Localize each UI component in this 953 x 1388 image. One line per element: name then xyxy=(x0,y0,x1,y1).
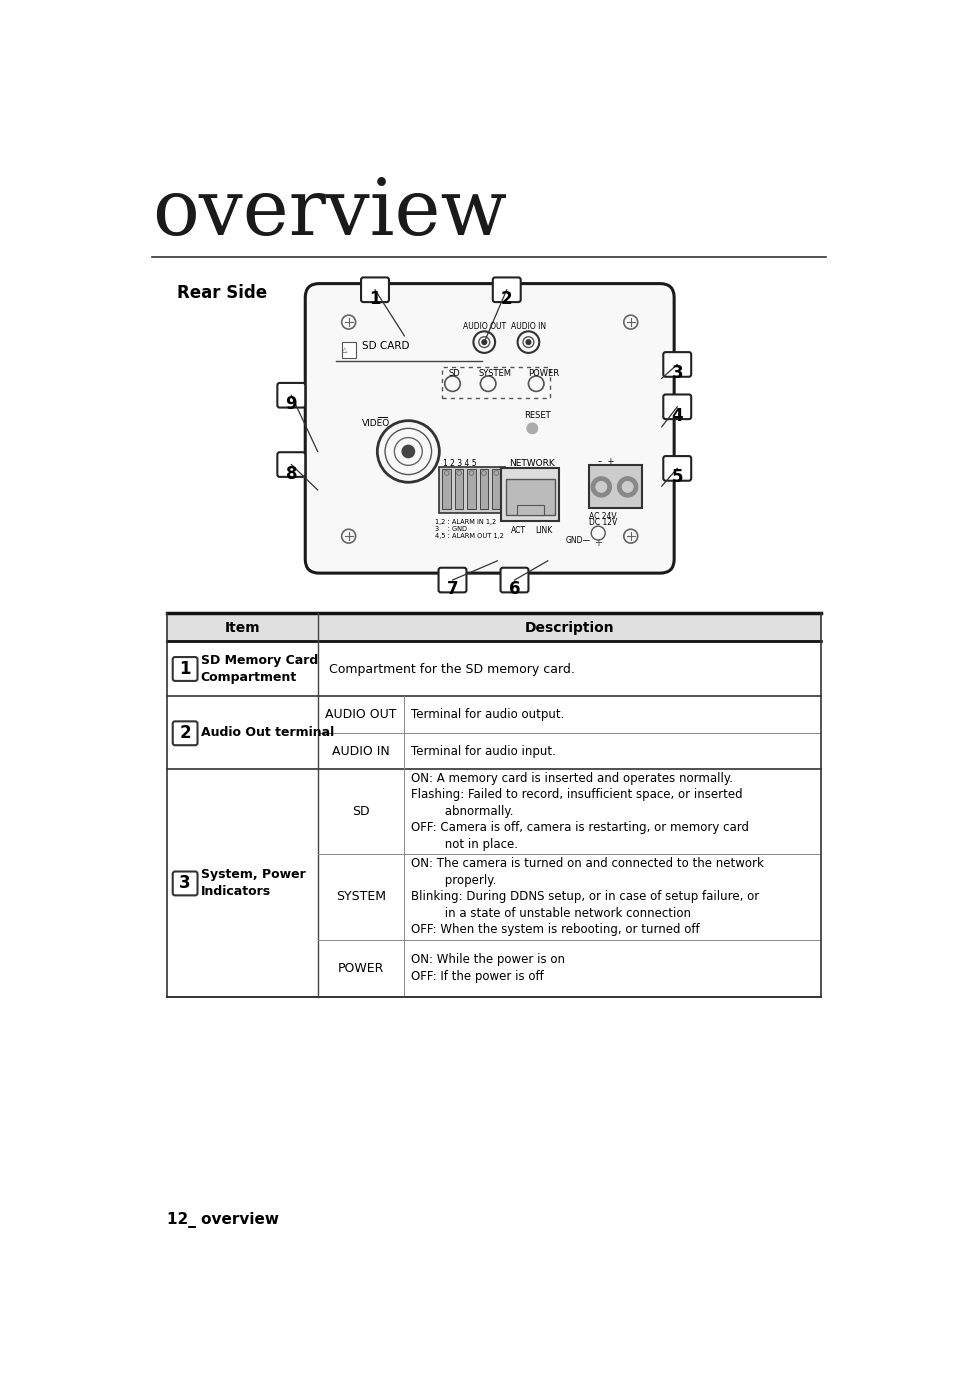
Text: 6: 6 xyxy=(508,580,519,598)
FancyBboxPatch shape xyxy=(360,278,389,303)
Text: AUDIO OUT: AUDIO OUT xyxy=(325,708,396,722)
Text: +: + xyxy=(594,537,601,548)
Text: SYSTEM: SYSTEM xyxy=(335,890,386,904)
Text: 2: 2 xyxy=(500,290,512,308)
Bar xyxy=(167,613,820,641)
FancyBboxPatch shape xyxy=(277,452,305,477)
Text: 1: 1 xyxy=(179,659,191,677)
Circle shape xyxy=(617,477,637,497)
Bar xyxy=(439,466,505,514)
Text: AUDIO OUT: AUDIO OUT xyxy=(462,322,505,332)
Text: 3: 3 xyxy=(671,365,682,383)
Text: 3: 3 xyxy=(179,874,191,892)
Text: POWER: POWER xyxy=(528,369,559,378)
Text: NETWORK: NETWORK xyxy=(509,459,555,468)
Text: ACT: ACT xyxy=(511,526,526,536)
Text: Terminal for audio output.: Terminal for audio output. xyxy=(411,708,564,722)
FancyBboxPatch shape xyxy=(438,568,466,593)
Bar xyxy=(455,469,463,509)
Bar xyxy=(441,366,550,397)
Circle shape xyxy=(402,446,415,458)
Text: ON: A memory card is inserted and operates normally.
Flashing: Failed to record,: ON: A memory card is inserted and operat… xyxy=(411,772,749,851)
Text: overview: overview xyxy=(152,175,506,251)
FancyBboxPatch shape xyxy=(305,283,674,573)
Text: 9: 9 xyxy=(285,396,296,414)
Text: SYSTEM: SYSTEM xyxy=(477,369,511,378)
Text: 1,2 : ALARM IN 1,2: 1,2 : ALARM IN 1,2 xyxy=(435,519,497,525)
FancyBboxPatch shape xyxy=(500,568,528,593)
Text: Description: Description xyxy=(524,620,614,634)
Bar xyxy=(479,469,488,509)
Bar xyxy=(342,341,356,358)
FancyBboxPatch shape xyxy=(277,383,305,408)
FancyBboxPatch shape xyxy=(172,657,197,682)
FancyBboxPatch shape xyxy=(172,722,197,745)
FancyBboxPatch shape xyxy=(662,394,691,419)
Text: GND—: GND— xyxy=(565,536,590,545)
Text: DC 12V: DC 12V xyxy=(588,519,617,527)
Text: ON: The camera is turned on and connected to the network
         properly.
Blin: ON: The camera is turned on and connecte… xyxy=(411,858,763,936)
Circle shape xyxy=(621,482,633,493)
Text: 1 2 3 4 5: 1 2 3 4 5 xyxy=(443,459,476,468)
Text: System, Power
Indicators: System, Power Indicators xyxy=(200,868,305,898)
Circle shape xyxy=(526,423,537,434)
Text: LINK: LINK xyxy=(535,526,552,536)
Bar xyxy=(442,469,451,509)
Text: AC 24V: AC 24V xyxy=(588,512,616,520)
Text: 7: 7 xyxy=(446,580,457,598)
Text: 4: 4 xyxy=(671,407,682,425)
Text: AUDIO IN: AUDIO IN xyxy=(332,745,390,758)
Text: Rear Side: Rear Side xyxy=(177,283,267,301)
Bar xyxy=(467,469,476,509)
Text: POWER: POWER xyxy=(337,962,384,974)
FancyBboxPatch shape xyxy=(662,457,691,480)
Text: 8: 8 xyxy=(285,465,296,483)
Text: Audio Out terminal: Audio Out terminal xyxy=(200,726,334,740)
Text: Item: Item xyxy=(225,620,260,634)
FancyBboxPatch shape xyxy=(493,278,520,303)
Text: AUDIO IN: AUDIO IN xyxy=(511,322,545,332)
Text: SD CARD: SD CARD xyxy=(361,341,409,351)
Text: RESET: RESET xyxy=(524,411,551,421)
Circle shape xyxy=(591,477,611,497)
Circle shape xyxy=(596,482,606,493)
Text: SD Memory Card
Compartment: SD Memory Card Compartment xyxy=(200,654,317,684)
FancyBboxPatch shape xyxy=(662,353,691,376)
Bar xyxy=(492,469,500,509)
Bar xyxy=(588,465,641,508)
Text: SD: SD xyxy=(352,805,370,818)
Bar xyxy=(505,479,555,515)
Text: SD: SD xyxy=(448,369,460,378)
Text: VIDEO: VIDEO xyxy=(361,419,390,428)
Text: 3    : GND: 3 : GND xyxy=(435,526,467,532)
Text: 1: 1 xyxy=(369,290,380,308)
Text: 2: 2 xyxy=(179,725,191,743)
Text: –  +: – + xyxy=(598,457,614,466)
Bar xyxy=(500,468,558,520)
Circle shape xyxy=(525,340,530,344)
Text: △: △ xyxy=(342,347,348,354)
Text: 4,5 : ALARM OUT 1,2: 4,5 : ALARM OUT 1,2 xyxy=(435,533,504,539)
Circle shape xyxy=(481,340,486,344)
Text: ON: While the power is on
OFF: If the power is off: ON: While the power is on OFF: If the po… xyxy=(411,954,565,983)
Text: 12_ overview: 12_ overview xyxy=(167,1212,279,1228)
Text: 5: 5 xyxy=(671,468,682,486)
Bar xyxy=(517,505,543,515)
Text: Compartment for the SD memory card.: Compartment for the SD memory card. xyxy=(329,663,575,676)
FancyBboxPatch shape xyxy=(172,872,197,895)
Text: Terminal for audio input.: Terminal for audio input. xyxy=(411,745,556,758)
